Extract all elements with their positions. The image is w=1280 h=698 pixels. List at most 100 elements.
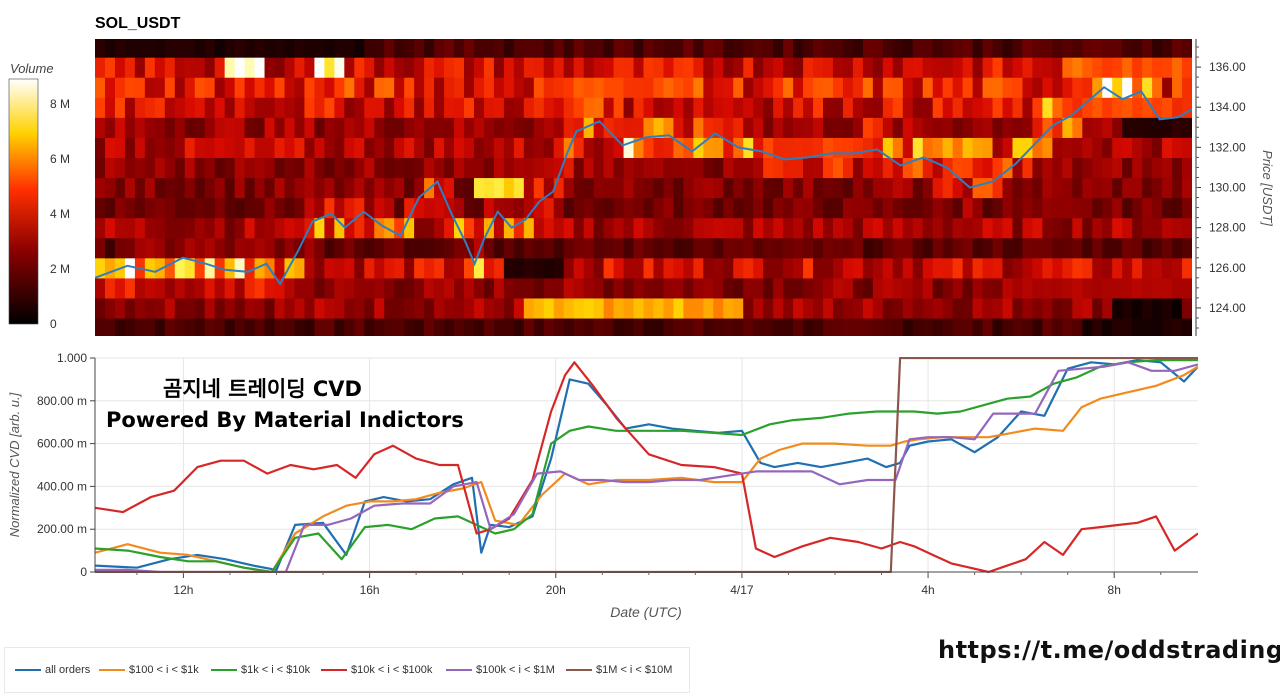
heatmap-cell [872,317,884,336]
heatmap-cell [593,217,605,239]
legend-item[interactable]: $100 < i < $1k [99,664,199,676]
heatmap-cell [962,39,974,58]
heatmap-cell [743,237,754,259]
heatmap-cell [603,257,615,279]
heatmap-cell [912,197,924,219]
heatmap-cell [862,317,874,336]
heatmap-cell [992,97,1004,118]
heatmap-cell [882,39,894,58]
heatmap-cell [364,237,375,259]
heatmap-cell [832,77,844,98]
heatmap-cell [114,97,126,118]
heatmap-cell [1002,217,1014,239]
heatmap-cell [663,237,675,259]
heatmap-cell [813,117,824,138]
heatmap-cell [1142,157,1153,179]
heatmap-cell [344,237,355,259]
heatmap-cell [174,317,186,336]
heatmap-cell [304,197,315,219]
heatmap-cell [154,157,166,179]
heatmap-cell [234,77,246,98]
heatmap-cell [553,97,565,118]
heatmap-cell [384,277,395,299]
heatmap-cell [204,157,216,179]
heatmap-cell [912,217,924,239]
heatmap-cell [972,217,984,239]
heatmap-cell [483,157,495,179]
heatmap-cell [982,217,994,239]
heatmap-cell [1112,137,1123,158]
heatmap-cell [503,117,515,138]
heatmap-cell [872,277,884,299]
heatmap-cell [992,177,1004,199]
heatmap-cell [344,257,355,279]
heatmap-cell [743,137,754,158]
heatmap-cell [1062,297,1073,319]
heatmap-cell [394,297,405,319]
heatmap-cell [244,137,256,158]
heatmap-cell [404,137,415,158]
heatmap-cell [643,97,655,118]
heatmap-cell [1172,217,1183,239]
heatmap-cell [284,177,296,199]
legend-item[interactable]: all orders [15,664,90,676]
heatmap-cell [204,177,216,199]
heatmap-cell [1122,77,1133,98]
heatmap-cell [463,257,475,279]
heatmap-cell [553,117,565,138]
heatmap-cell [932,317,944,336]
heatmap-cell [1172,97,1183,118]
legend-item[interactable]: $10k < i < $100k [321,664,432,676]
heatmap-cell [414,157,425,179]
heatmap-cell [234,217,246,239]
heatmap-cell [603,197,615,219]
heatmap-cell [882,77,894,98]
heatmap-cell [982,97,994,118]
heatmap-cell [1062,277,1073,299]
heatmap-cell [463,97,475,118]
heatmap-cell [1182,39,1192,58]
cvd-y-tick-label: 600.00 m [37,437,87,451]
heatmap-cell [733,177,744,199]
heatmap-cell [972,177,984,199]
legend-item[interactable]: $1k < i < $10k [211,664,310,676]
heatmap-cell [793,277,804,299]
heatmap-cell [543,237,555,259]
legend-item[interactable]: $100k < i < $1M [446,664,555,676]
heatmap-cell [593,257,605,279]
heatmap-cell [673,157,684,179]
heatmap-cell [304,57,315,78]
heatmap-cell [473,39,485,58]
heatmap-cell [404,57,415,78]
heatmap-cell [354,257,365,279]
heatmap-cell [264,237,276,259]
heatmap-cell [962,277,974,299]
heatmap-cell [753,157,764,179]
heatmap-cell [204,257,216,279]
heatmap-cell [314,297,325,319]
heatmap-cell [384,57,395,78]
heatmap-cell [274,177,286,199]
heatmap-cell [1152,197,1163,219]
heatmap-cell [673,277,684,299]
heatmap-cell [1062,217,1073,239]
heatmap-cell [693,177,704,199]
heatmap-cell [364,317,375,336]
heatmap-cell [852,137,864,158]
heatmap-cell [803,197,814,219]
heatmap-cell [354,157,365,179]
telegram-link[interactable]: https://t.me/oddstrading2 [938,636,1280,664]
heatmap-cell [1052,57,1063,78]
heatmap-cell [733,77,744,98]
heatmap-cell [444,177,455,199]
heatmap-cell [144,237,156,259]
heatmap-cell [444,157,455,179]
heatmap-cell [493,77,505,98]
heatmap-cell [254,177,266,199]
heatmap-cell [334,97,345,118]
heatmap-cell [773,317,784,336]
heatmap-cell [832,277,844,299]
heatmap-cell [1162,117,1173,138]
heatmap-cell [204,77,216,98]
legend-item[interactable]: $1M < i < $10M [566,664,672,676]
